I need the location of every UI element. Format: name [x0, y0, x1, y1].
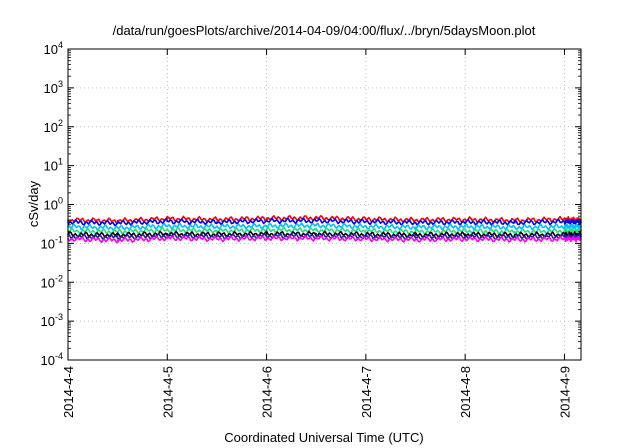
data-point: [166, 220, 169, 223]
data-point: [315, 219, 318, 222]
data-point: [464, 218, 467, 221]
data-point: [365, 225, 367, 228]
data-point: [563, 218, 566, 221]
data-point: [116, 239, 119, 242]
data-point: [315, 237, 318, 240]
data-point: [513, 226, 516, 229]
series-line: [67, 235, 582, 244]
series-group: [67, 215, 582, 244]
data-point: [365, 220, 367, 223]
series-line: [67, 222, 582, 232]
y-tick-label: 10-4: [41, 351, 63, 368]
data-point: [265, 229, 268, 232]
data-point: [315, 229, 318, 232]
y-tick-label: 10-1: [41, 234, 63, 251]
y-tick-label: 104: [44, 40, 63, 57]
data-point: [216, 218, 218, 221]
y-tick-label: 100: [44, 196, 63, 213]
data-point: [513, 236, 516, 239]
data-point: [464, 238, 467, 240]
data-point: [166, 237, 169, 240]
data-point: [166, 229, 169, 232]
data-point: [315, 224, 318, 227]
data-point: [464, 229, 467, 232]
data-point: [464, 235, 467, 238]
data-point: [513, 234, 516, 236]
y-tick-label: 103: [44, 79, 63, 96]
data-point: [563, 229, 566, 232]
data-point: [116, 234, 119, 236]
y-tick-labels: 10-4 10-3 10-2 10-1 100 101 102 103 104: [41, 40, 63, 368]
data-point: [116, 219, 119, 222]
data-point: [513, 221, 516, 224]
series-line: [67, 232, 582, 241]
y-tick-label: 101: [44, 157, 63, 174]
data-point: [166, 225, 169, 227]
data-point: [513, 230, 516, 233]
data-point: [265, 225, 268, 227]
x-tick-label: 2014-4-7: [359, 366, 374, 418]
x-tick-label: 2014-4-9: [557, 366, 572, 418]
chart-title: /data/run/goesPlots/archive/2014-04-09/0…: [113, 23, 536, 38]
data-point: [265, 219, 268, 222]
y-tick-label: 10-3: [41, 312, 63, 329]
grid: [68, 49, 581, 360]
series-line: [67, 226, 582, 236]
data-point: [414, 226, 417, 229]
data-point: [464, 233, 467, 236]
y-tick-label: 10-2: [41, 273, 63, 290]
data-point: [365, 235, 367, 238]
data-point: [414, 234, 417, 236]
series-line: [67, 215, 582, 224]
data-point: [315, 217, 318, 219]
data-point: [563, 220, 566, 223]
series-line: [67, 217, 582, 227]
data-point: [414, 236, 417, 239]
data-point: [365, 238, 367, 240]
y-tick-label: 102: [44, 118, 63, 135]
tick-marks: [67, 48, 581, 361]
data-point: [166, 233, 169, 235]
data-point: [464, 225, 467, 228]
data-point: [265, 235, 268, 237]
data-point: [265, 217, 268, 220]
data-point: [216, 229, 218, 232]
data-point: [414, 221, 417, 224]
x-tick-label: 2014-4-4: [61, 366, 76, 418]
data-point: [365, 229, 367, 232]
data-point: [216, 225, 218, 228]
data-point: [414, 219, 417, 221]
data-point: [216, 221, 218, 224]
data-point: [116, 222, 119, 225]
y-axis-label: cSv/day: [26, 180, 41, 227]
data-point: [563, 225, 566, 228]
data-point: [216, 238, 218, 240]
x-tick-label: 2014-4-8: [458, 366, 473, 418]
x-tick-label: 2014-4-6: [260, 366, 275, 418]
x-axis-label: Coordinated Universal Time (UTC): [224, 430, 423, 445]
data-point: [414, 238, 417, 241]
data-point: [116, 227, 119, 229]
data-point: [265, 237, 268, 240]
x-tick-label: 2014-4-5: [160, 366, 175, 418]
data-point: [116, 230, 119, 233]
data-point: [116, 236, 119, 239]
data-point: [365, 218, 367, 221]
data-point: [464, 221, 467, 224]
data-point: [315, 233, 318, 235]
x-tick-labels: 2014-4-4 2014-4-5 2014-4-6 2014-4-7 2014-4-8…: [61, 366, 572, 418]
data-point: [513, 238, 516, 241]
data-point: [563, 238, 566, 240]
